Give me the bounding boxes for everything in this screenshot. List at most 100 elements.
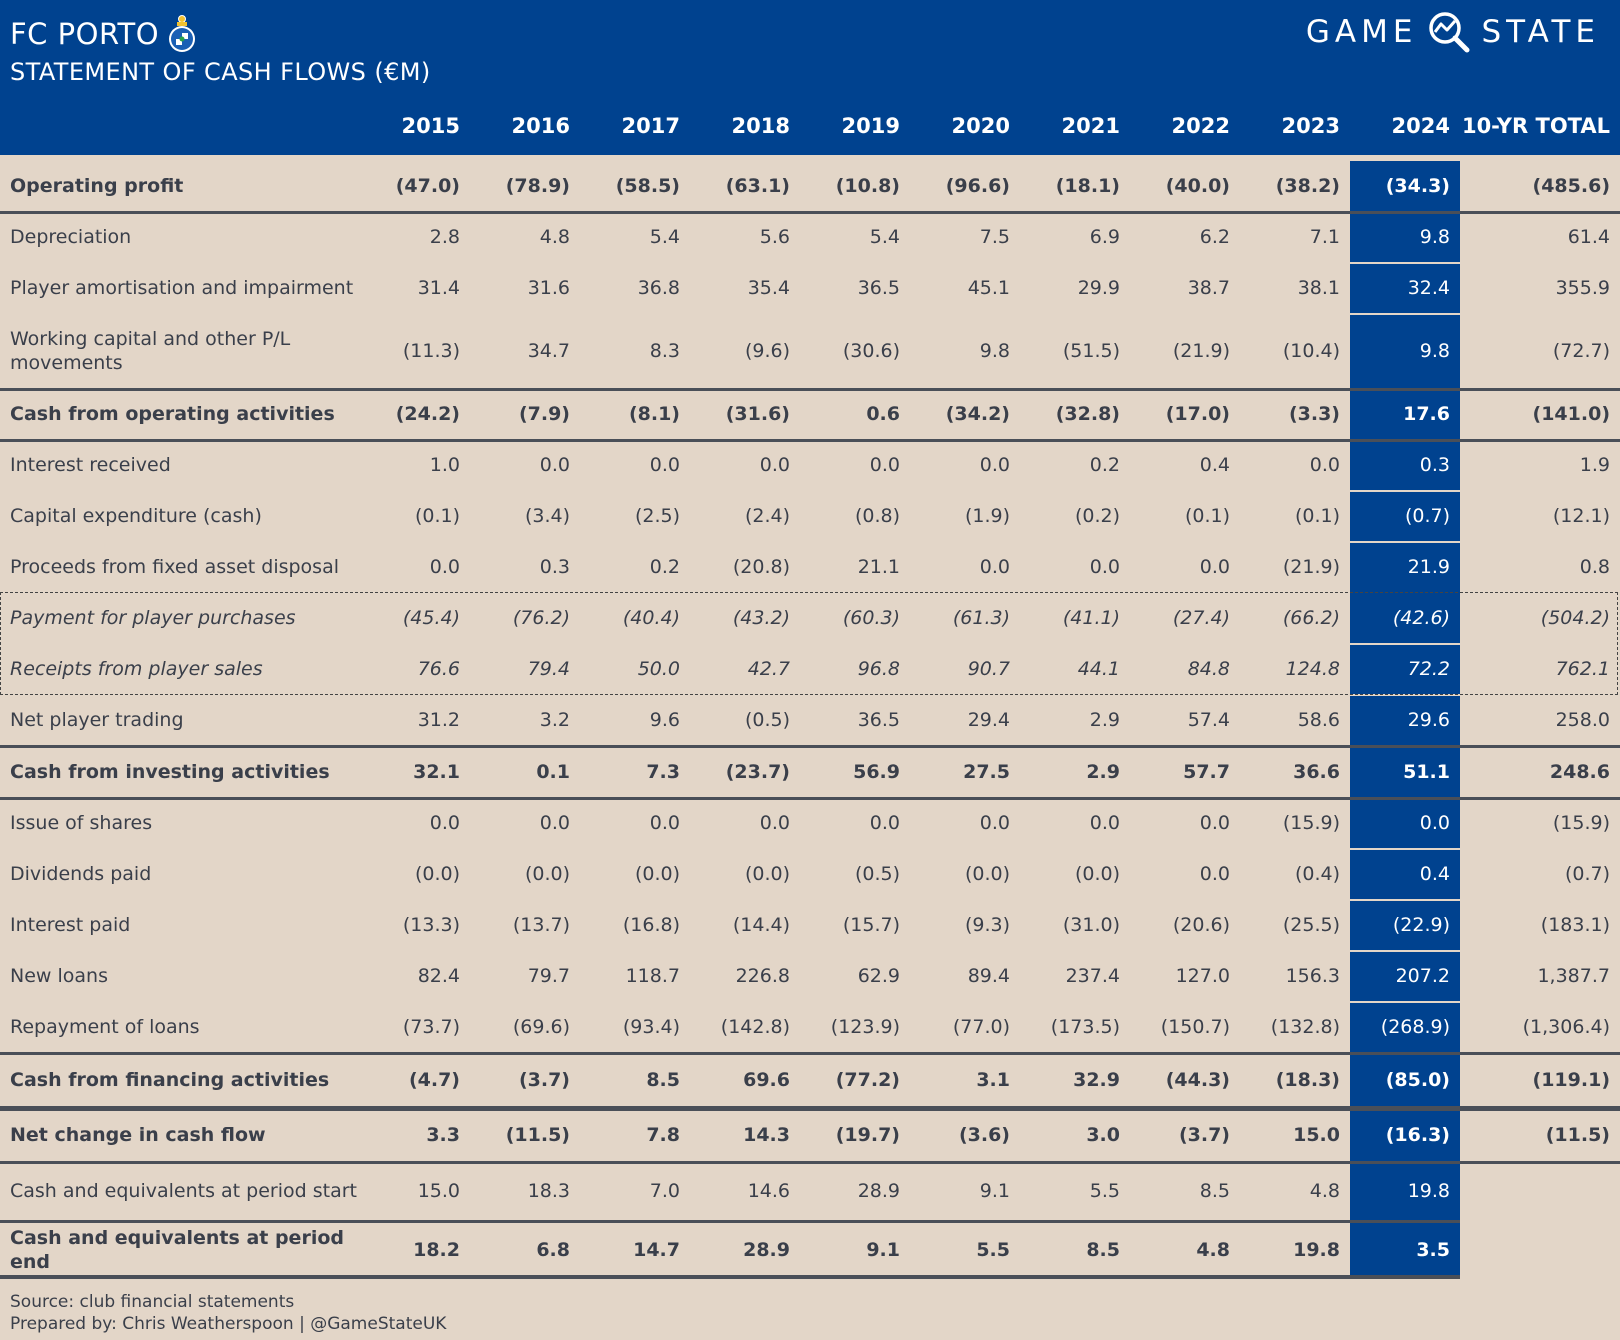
cell-2023: 7.1	[1309, 226, 1340, 248]
cell-2016: 18.3	[527, 1180, 570, 1202]
cell-2015: (13.3)	[402, 914, 460, 936]
cell-10-yr-total: (485.6)	[1532, 175, 1610, 197]
cell-2024: 17.6	[1403, 403, 1450, 425]
cell-2015: 31.2	[417, 709, 460, 731]
cell-10-yr-total: (119.1)	[1532, 1069, 1610, 1091]
row-label: Player amortisation and impairment	[10, 277, 354, 299]
cell-2019: 5.4	[869, 226, 900, 248]
table-row: Payment for player purchases (45.4) (76.2)…	[0, 593, 1620, 643]
table-row: New loans 82.4 79.7 118.7 226.8 62.9 89.4 237.4…	[0, 951, 1620, 1001]
table-row: Working capital and other P/L movements (…	[0, 314, 1620, 388]
cell-2022: 0.0	[1199, 863, 1230, 885]
cell-2021: (31.0)	[1062, 914, 1120, 936]
column-header-2017: 2017	[621, 114, 680, 138]
cell-2015: (0.1)	[414, 505, 460, 527]
cell-2019: 0.0	[869, 454, 900, 476]
column-header-2024: 2024	[1391, 114, 1450, 138]
cell-2021: (0.2)	[1074, 505, 1120, 527]
cell-2021: 29.9	[1077, 277, 1120, 299]
cell-2020: (9.3)	[964, 914, 1010, 936]
cell-2021: 8.5	[1086, 1238, 1120, 1261]
highlight-divider	[1350, 694, 1460, 696]
cell-2022: 8.5	[1199, 1180, 1230, 1202]
row-label: Cash from investing activities	[10, 760, 330, 783]
cell-2021: (32.8)	[1055, 403, 1120, 425]
cell-2022: (0.1)	[1184, 505, 1230, 527]
cell-2024: (268.9)	[1380, 1016, 1450, 1038]
row-divider	[0, 1106, 1620, 1111]
cell-2018: (43.2)	[732, 607, 790, 629]
cell-10-yr-total: 0.8	[1579, 556, 1610, 578]
brand-right-text: STATE	[1481, 14, 1600, 50]
row-label: Net player trading	[10, 709, 184, 731]
row-divider	[0, 1275, 1460, 1279]
cell-2017: 7.3	[646, 760, 680, 783]
header-banner: FC PORTO STATEMENT OF CASH FLOWS (€M) GA…	[0, 0, 1620, 155]
table-row: Interest received 1.0 0.0 0.0 0.0 0.0 0.0 0.2 0.…	[0, 440, 1620, 490]
column-header-2023: 2023	[1281, 114, 1340, 138]
cell-10-yr-total: (12.1)	[1552, 505, 1610, 527]
cell-2016: 0.0	[539, 454, 570, 476]
cell-2023: 19.8	[1293, 1238, 1340, 1261]
cell-2018: (20.8)	[732, 556, 790, 578]
cell-2017: (8.1)	[628, 403, 680, 425]
cell-2024: 3.5	[1416, 1238, 1450, 1261]
cell-2022: 57.7	[1183, 760, 1230, 783]
cell-2020: 90.7	[967, 658, 1010, 680]
table-row: Cash from financing activities (4.7) (3.7)…	[0, 1053, 1620, 1107]
cell-2023: (132.8)	[1270, 1016, 1340, 1038]
table-row: Dividends paid (0.0) (0.0) (0.0) (0.0) (0.5) (…	[0, 849, 1620, 899]
cell-2019: 0.6	[866, 403, 900, 425]
cell-2020: (77.0)	[952, 1016, 1010, 1038]
table-row: Capital expenditure (cash) (0.1) (3.4) (2.5…	[0, 491, 1620, 541]
cell-2020: 7.5	[979, 226, 1010, 248]
row-label: New loans	[10, 965, 108, 987]
cell-10-yr-total: (141.0)	[1532, 403, 1610, 425]
column-header-2019: 2019	[841, 114, 900, 138]
cell-2023: (0.4)	[1294, 863, 1340, 885]
table-row: Cash from investing activities 32.1 0.1 7.3…	[0, 746, 1620, 797]
row-label: Dividends paid	[10, 863, 152, 885]
cell-2020: (1.9)	[964, 505, 1010, 527]
cell-2020: (96.6)	[945, 175, 1010, 197]
cell-2015: 3.3	[426, 1124, 460, 1146]
table-row: Cash and equivalents at period end 18.2 6.…	[0, 1222, 1620, 1277]
cell-2015: 18.2	[413, 1238, 460, 1261]
highlight-divider	[1350, 262, 1460, 264]
cell-2024: (16.3)	[1385, 1124, 1450, 1146]
cell-2016: 3.2	[539, 709, 570, 731]
cell-2018: 69.6	[743, 1069, 790, 1091]
cell-2018: (63.1)	[725, 175, 790, 197]
cell-2022: 0.0	[1199, 556, 1230, 578]
table-row: Net player trading 31.2 3.2 9.6 (0.5) 36.5 29.…	[0, 695, 1620, 745]
cell-2024: (42.6)	[1392, 607, 1450, 629]
cell-10-yr-total: 61.4	[1567, 226, 1610, 248]
cell-2021: 44.1	[1077, 658, 1120, 680]
cell-10-yr-total: (1,306.4)	[1522, 1016, 1610, 1038]
cell-2015: 15.0	[417, 1180, 460, 1202]
cell-2016: (69.6)	[512, 1016, 570, 1038]
row-divider	[0, 388, 1620, 391]
column-header-2015: 2015	[401, 114, 460, 138]
magnifier-chart-icon	[1429, 12, 1470, 53]
cell-2020: 0.0	[979, 454, 1010, 476]
cell-2016: (3.4)	[524, 505, 570, 527]
highlight-divider	[1350, 643, 1460, 645]
cell-2017: 7.8	[646, 1124, 680, 1146]
cell-2015: (47.0)	[395, 175, 460, 197]
cell-2021: (51.5)	[1062, 340, 1120, 362]
row-label: Interest received	[10, 454, 171, 476]
cell-2022: (27.4)	[1172, 607, 1230, 629]
cell-2019: (10.8)	[835, 175, 900, 197]
cell-2016: (7.9)	[518, 403, 570, 425]
row-label: Cash from operating activities	[10, 403, 335, 425]
cell-2017: (0.0)	[634, 863, 680, 885]
cell-2024: (34.3)	[1385, 175, 1450, 197]
page-subtitle: STATEMENT OF CASH FLOWS (€M)	[10, 58, 431, 86]
column-header-2021: 2021	[1061, 114, 1120, 138]
cell-2024: (85.0)	[1385, 1069, 1450, 1091]
cell-2019: (0.5)	[854, 863, 900, 885]
cell-2024: 51.1	[1403, 760, 1450, 783]
cell-2017: 9.6	[649, 709, 680, 731]
row-label: Issue of shares	[10, 812, 153, 834]
